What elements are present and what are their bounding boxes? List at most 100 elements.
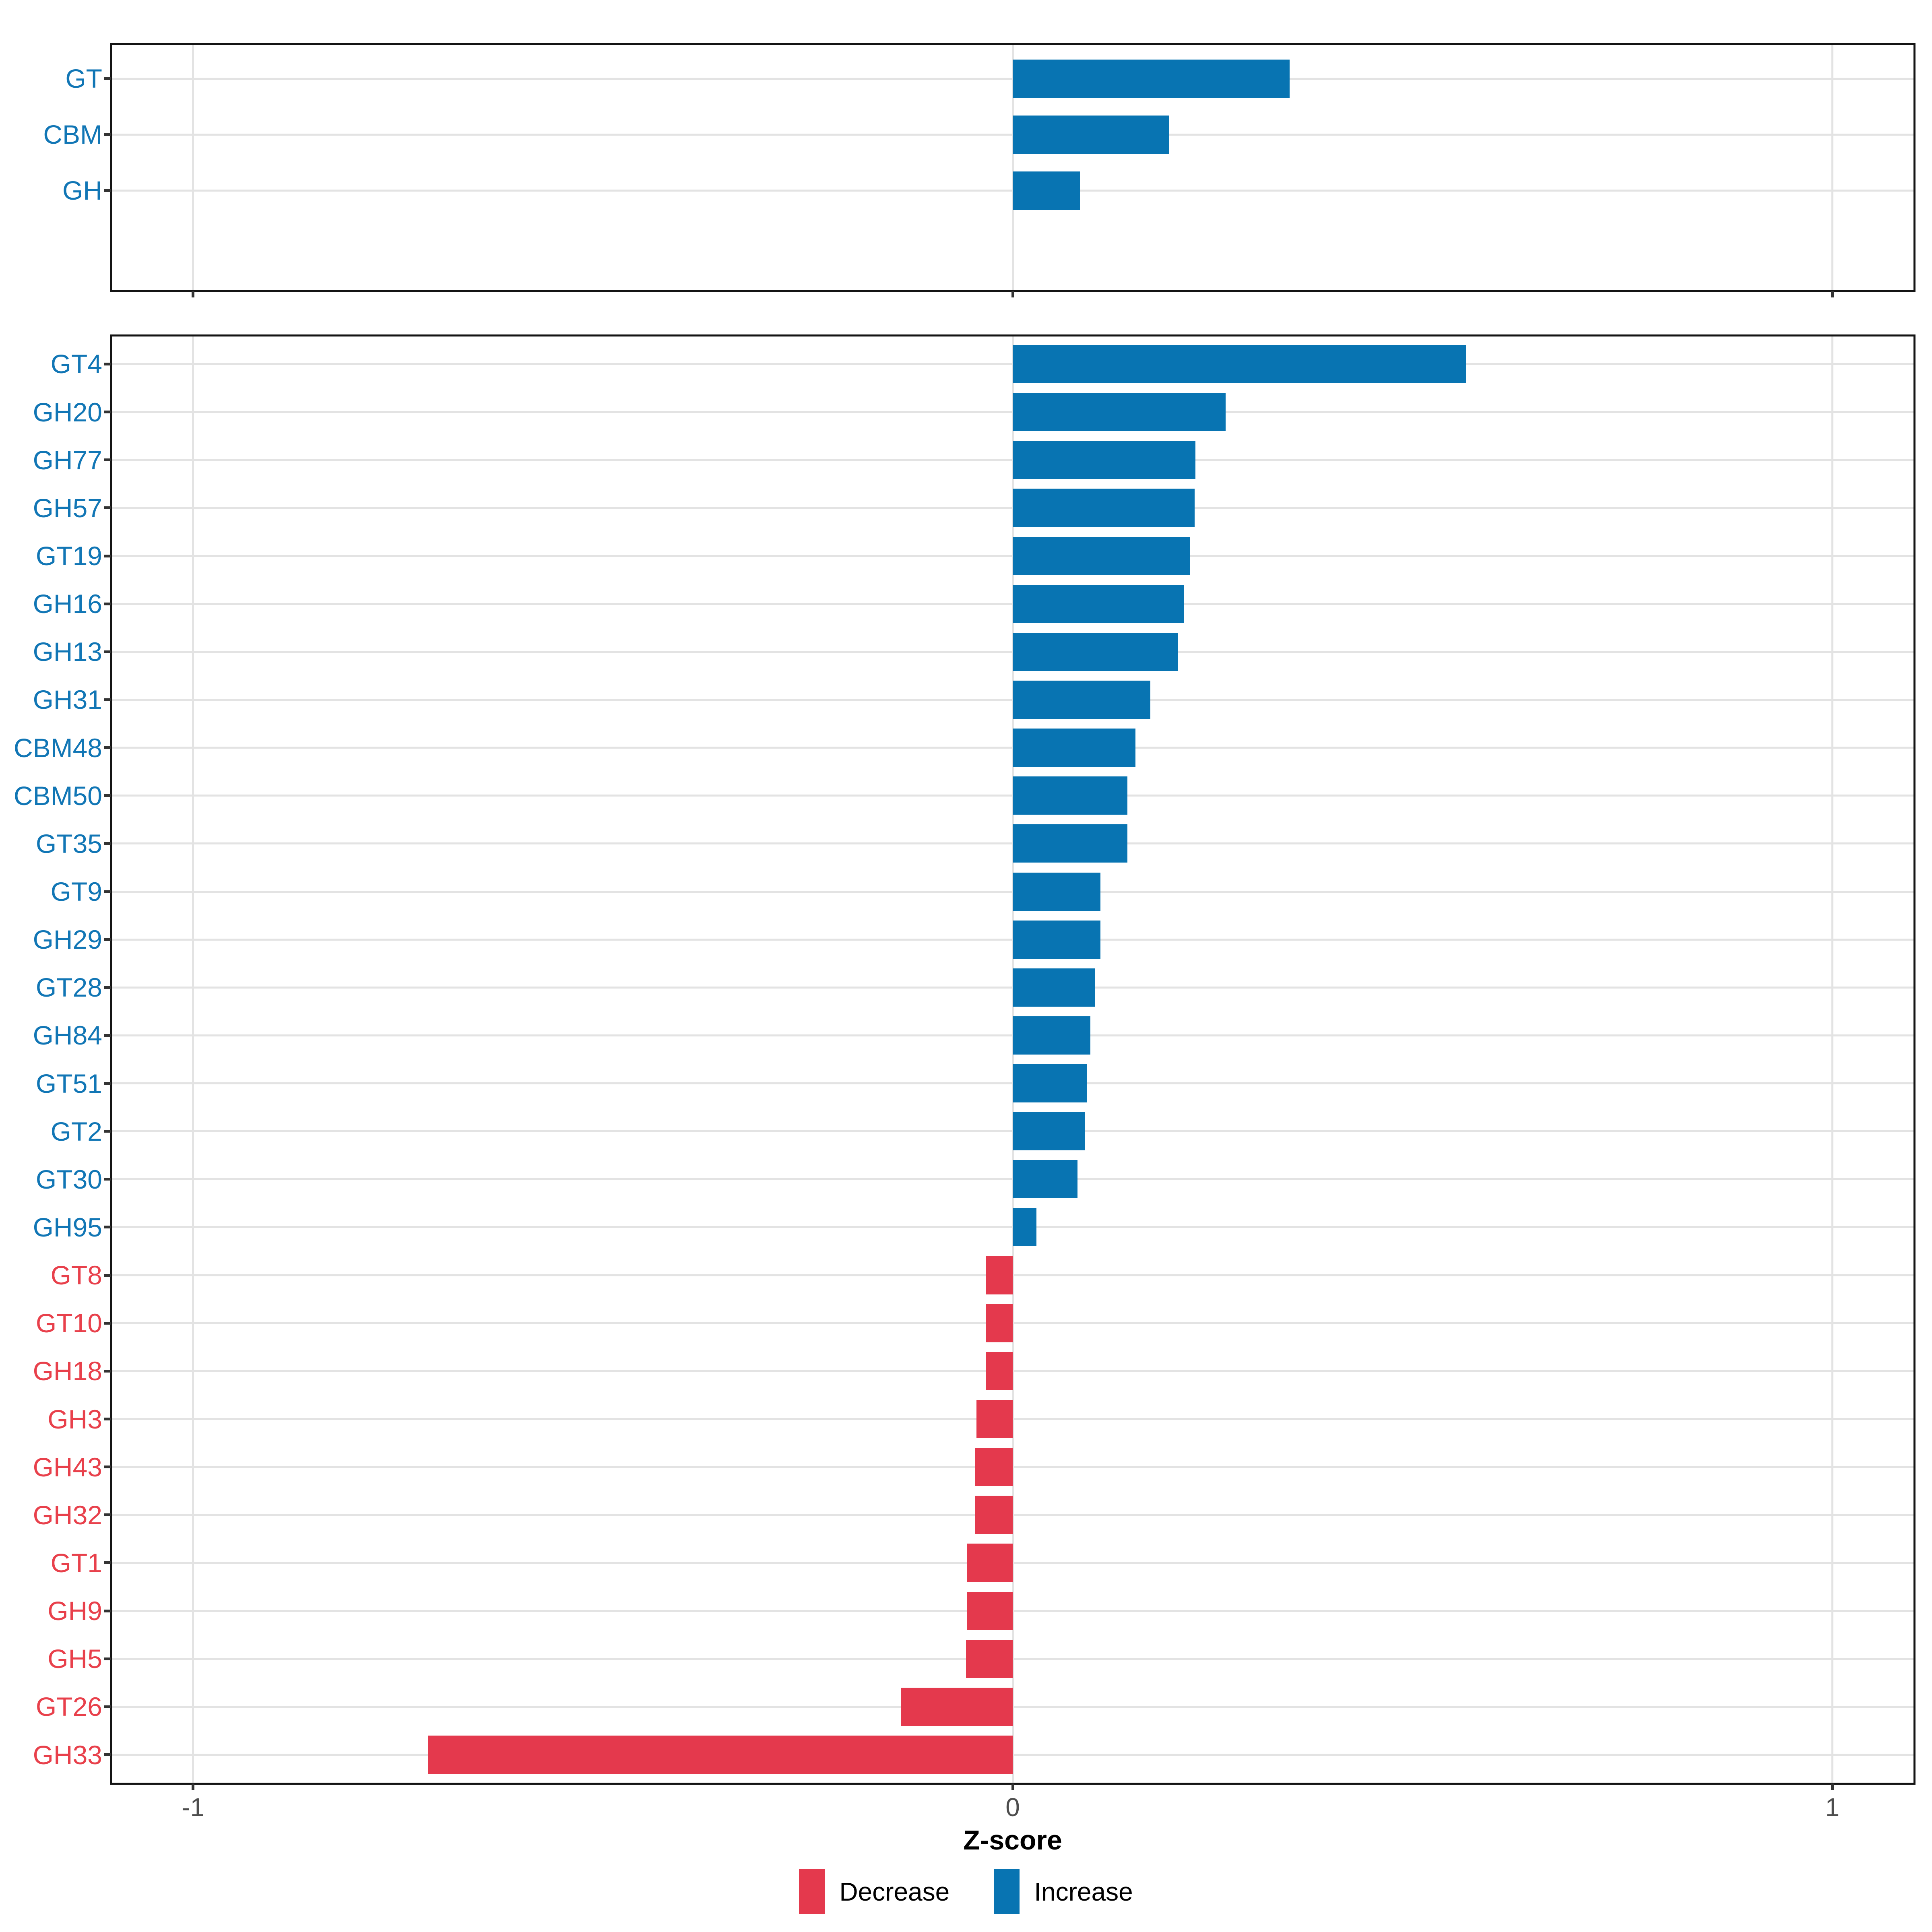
y-axis-label-GH43: GH43	[33, 1452, 102, 1482]
bar-GT2	[1013, 1112, 1085, 1151]
y-axis-label-CBM50: CBM50	[13, 780, 102, 811]
bar-GH43	[975, 1448, 1013, 1486]
x-tick	[1011, 1783, 1014, 1790]
gridline-vertical	[192, 335, 194, 1783]
y-tick	[104, 1466, 111, 1469]
legend-label-increase: Increase	[1034, 1877, 1133, 1906]
bar-GH33	[428, 1736, 1013, 1774]
legend-key-decrease	[799, 1869, 825, 1914]
legend-item-increase: Increase	[994, 1869, 1133, 1914]
y-axis-label-GH3: GH3	[47, 1404, 102, 1434]
gridline-vertical	[1831, 44, 1833, 291]
y-axis-label-GT2: GT2	[50, 1116, 102, 1146]
legend-item-decrease: Decrease	[799, 1869, 949, 1914]
bar-GH13	[1013, 632, 1179, 671]
x-tick	[192, 1783, 195, 1790]
y-tick	[104, 602, 111, 605]
bar-GH57	[1013, 489, 1195, 527]
y-axis-label-GH57: GH57	[33, 493, 102, 523]
legend-label-decrease: Decrease	[839, 1877, 950, 1906]
x-tick-label: -1	[182, 1793, 205, 1822]
bar-CBM	[1013, 115, 1169, 154]
bar-GT4	[1013, 345, 1466, 383]
y-axis-label-GH77: GH77	[33, 445, 102, 475]
y-axis-label-GT1: GT1	[50, 1548, 102, 1578]
y-tick	[104, 1369, 111, 1373]
y-axis-label-GH9: GH9	[47, 1596, 102, 1626]
y-axis-label-GH: GH	[62, 175, 102, 205]
bar-GT35	[1013, 824, 1128, 863]
y-axis-label-CBM48: CBM48	[13, 733, 102, 763]
gridline-vertical	[192, 44, 194, 291]
legend: Decrease Increase	[0, 1868, 1932, 1915]
y-axis-label-GT30: GT30	[35, 1164, 102, 1194]
y-tick	[104, 1418, 111, 1421]
y-axis-label-GT19: GT19	[35, 541, 102, 571]
y-axis-label-GH84: GH84	[33, 1020, 102, 1051]
gridline-vertical	[1011, 335, 1014, 1783]
y-tick	[104, 189, 111, 192]
bar-GH20	[1013, 393, 1226, 431]
y-tick	[104, 1753, 111, 1757]
y-tick	[104, 362, 111, 365]
bar-GT19	[1013, 537, 1190, 575]
bar-CBM50	[1013, 776, 1128, 815]
y-tick	[104, 986, 111, 989]
bar-GH84	[1013, 1016, 1091, 1055]
y-axis-label-GH33: GH33	[33, 1740, 102, 1770]
x-tick	[1011, 291, 1014, 297]
y-tick	[104, 77, 111, 80]
x-tick-label: 1	[1825, 1793, 1840, 1822]
y-tick	[104, 1082, 111, 1085]
x-axis-title: Z-score	[963, 1825, 1062, 1856]
y-axis-label-GH13: GH13	[33, 637, 102, 667]
y-axis-label-GH5: GH5	[47, 1644, 102, 1674]
bar-GH31	[1013, 680, 1151, 719]
y-axis-label-GT35: GT35	[35, 828, 102, 859]
y-tick	[104, 1561, 111, 1565]
bar-GT8	[985, 1256, 1013, 1294]
bar-GH3	[976, 1400, 1013, 1439]
y-tick	[104, 1657, 111, 1660]
y-tick	[104, 794, 111, 797]
bar-GH77	[1013, 441, 1196, 479]
bar-GH95	[1013, 1208, 1037, 1247]
y-axis-label-GH32: GH32	[33, 1500, 102, 1530]
x-tick	[1831, 1783, 1834, 1790]
y-tick	[104, 1226, 111, 1229]
y-axis-label-GT4: GT4	[50, 349, 102, 379]
y-axis-label-GH20: GH20	[33, 397, 102, 427]
y-tick	[104, 1705, 111, 1708]
y-tick	[104, 1034, 111, 1037]
y-tick	[104, 1274, 111, 1277]
y-axis-label-GT51: GT51	[35, 1068, 102, 1098]
bar-GT10	[985, 1304, 1013, 1342]
y-axis-label-GH29: GH29	[33, 925, 102, 955]
bar-GT30	[1013, 1160, 1077, 1199]
gridline-vertical	[1011, 44, 1014, 291]
bar-GH29	[1013, 920, 1100, 959]
y-tick	[104, 1178, 111, 1181]
y-axis-label-GT10: GT10	[35, 1308, 102, 1338]
y-axis-label-GT: GT	[65, 64, 102, 93]
y-tick	[104, 698, 111, 701]
y-axis-label-GH31: GH31	[33, 685, 102, 715]
x-tick-label: 0	[1005, 1793, 1020, 1822]
y-tick	[104, 1609, 111, 1612]
y-tick	[104, 506, 111, 510]
bar-GT	[1013, 59, 1290, 98]
bar-GT9	[1013, 872, 1100, 911]
y-tick	[104, 554, 111, 557]
y-tick	[104, 890, 111, 893]
bar-GH32	[975, 1496, 1013, 1534]
gridline-vertical	[1831, 335, 1833, 1783]
bar-GT1	[966, 1544, 1013, 1582]
y-axis-label-GT8: GT8	[50, 1260, 102, 1290]
y-tick	[104, 1321, 111, 1325]
y-tick	[104, 133, 111, 136]
y-axis-label-CBM: CBM	[43, 120, 102, 149]
y-tick	[104, 938, 111, 941]
y-axis-label-GH16: GH16	[33, 589, 102, 619]
y-axis-label-GT28: GT28	[35, 972, 102, 1003]
bar-GT26	[901, 1687, 1013, 1726]
